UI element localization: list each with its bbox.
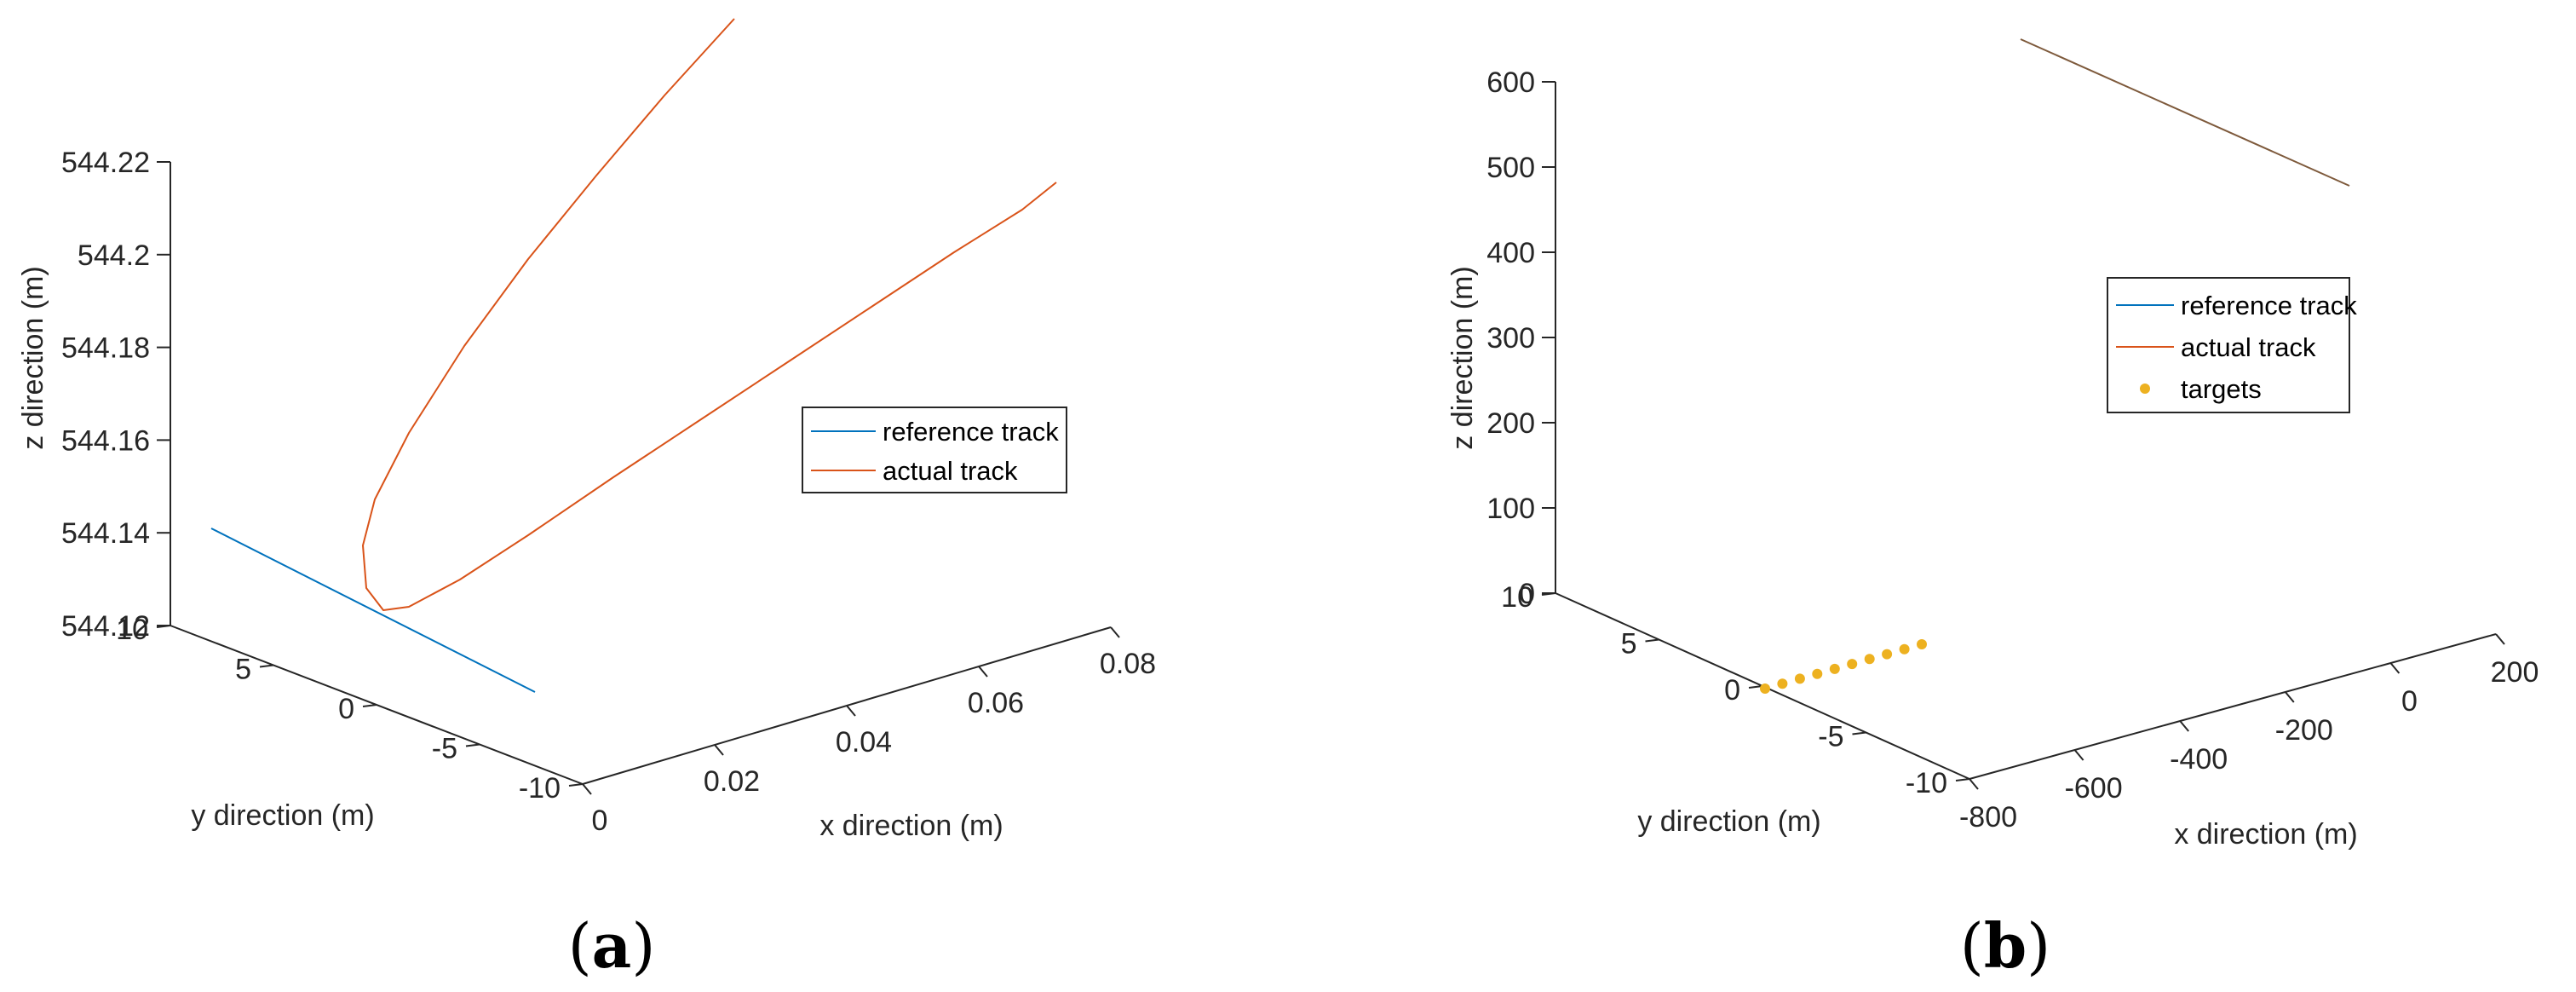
legend-label-actual: actual track — [883, 456, 1018, 486]
panel-a-xlabel: x direction (m) — [819, 810, 1003, 842]
target-point — [1847, 659, 1858, 670]
legend-label-reference-b: reference track — [2181, 291, 2357, 320]
reference-track-line — [210, 528, 536, 693]
a-z-tick-label: 544.16 — [61, 424, 150, 457]
b-x-tick — [2285, 691, 2295, 703]
target-point — [1917, 639, 1927, 649]
b-x-tick — [1969, 778, 1979, 790]
a-y-tick — [259, 664, 274, 668]
b-x-tick-label: -200 — [2275, 714, 2333, 747]
b-x-tick — [2389, 662, 2401, 674]
b-x-tick — [2179, 720, 2189, 732]
target-point — [1864, 654, 1875, 665]
b-x-tick-label: -800 — [1959, 801, 2017, 833]
b-x-tick — [2495, 633, 2505, 645]
b-z-tick-label: 0 — [1519, 578, 1535, 610]
a-z-tick-label: 544.22 — [61, 147, 150, 179]
a-x-tick — [714, 744, 724, 756]
a-x-tick — [1110, 626, 1120, 638]
a-x-tick — [978, 666, 988, 678]
a-z-tick-label: 544.2 — [78, 239, 150, 272]
b-z-tick-label: 300 — [1486, 322, 1535, 355]
target-point — [1829, 663, 1840, 674]
flight-track-line — [2020, 38, 2350, 187]
b-z-tick-label: 400 — [1486, 237, 1535, 269]
a-x-tick — [582, 783, 592, 795]
panel-a-caption-letter: a — [592, 909, 632, 982]
target-point — [1777, 678, 1788, 689]
b-x-axis-line — [1969, 633, 2497, 780]
panel-b-plot: -800 -600 -400 -200 0 200 10 5 0 -5 -10 0 100 200 300 4… — [1446, 38, 2539, 982]
panel-a-ticks: 0 0.02 0.04 0.06 0.08 10 5 0 -5 -10 544.12 544.14 54… — [61, 147, 1156, 837]
b-x-tick-label: 0 — [2401, 685, 2418, 718]
b-z-tick-label: 100 — [1486, 493, 1535, 525]
a-x-tick-label: 0.02 — [704, 765, 760, 798]
target-point — [1899, 643, 1910, 655]
target-point — [1812, 668, 1823, 679]
a-z-tick-label: 544.12 — [61, 610, 150, 643]
a-y-tick-label: 5 — [235, 654, 251, 686]
b-y-tick-label: 0 — [1724, 674, 1740, 707]
a-x-tick-label: 0.08 — [1100, 648, 1156, 680]
actual-track-line — [362, 18, 1057, 611]
a-y-tick-label: 0 — [338, 693, 354, 725]
legend-label-actual-b: actual track — [2181, 332, 2316, 362]
b-x-tick-label: -400 — [2170, 743, 2228, 776]
target-point — [1794, 673, 1805, 684]
legend-label-targets: targets — [2181, 374, 2262, 404]
a-z-tick-label: 544.18 — [61, 332, 150, 365]
panel-b-ylabel: y direction (m) — [1637, 805, 1820, 838]
panel-b-zlabel: z direction (m) — [1446, 266, 1479, 449]
target-point — [1760, 683, 1770, 694]
panel-a-zlabel: z direction (m) — [17, 266, 49, 449]
legend-label-reference: reference track — [883, 417, 1059, 447]
panel-a-ylabel: y direction (m) — [191, 799, 374, 832]
panel-b-legend: reference track actual track targets — [2107, 277, 2357, 413]
b-y-tick — [1748, 685, 1763, 689]
b-y-tick — [1852, 731, 1866, 735]
panel-a-legend: reference track actual track — [802, 407, 1067, 493]
panel-b-ticks: -800 -600 -400 -200 0 200 10 5 0 -5 -10 0 100 200 300 4… — [1486, 66, 2539, 833]
a-y-tick — [362, 704, 377, 707]
panel-a-series — [210, 18, 1057, 693]
panel-b-caption-letter: b — [1984, 909, 2027, 982]
b-z-tick-label: 500 — [1486, 152, 1535, 184]
b-y-tick — [1645, 638, 1659, 643]
a-x-tick-label: 0 — [592, 805, 608, 837]
panel-a-plot: 0 0.02 0.04 0.06 0.08 10 5 0 -5 -10 544.12 544.14 54… — [17, 18, 1156, 982]
panel-a-caption: (a) — [568, 909, 656, 982]
target-point — [1882, 649, 1893, 660]
b-x-tick-label: 200 — [2491, 656, 2539, 689]
legend-swatch-targets — [2140, 384, 2150, 394]
a-z-tick-label: 544.14 — [61, 517, 150, 550]
a-y-tick-label: -5 — [432, 733, 457, 765]
a-y-tick — [465, 743, 480, 747]
b-z-tick-label: 200 — [1486, 407, 1535, 440]
b-y-tick-label: 5 — [1621, 628, 1637, 660]
a-y-tick-label: 10 — [116, 614, 148, 646]
panel-b-caption: (b) — [1960, 909, 2051, 982]
panel-b-series — [1760, 38, 2350, 694]
a-x-tick-label: 0.06 — [968, 687, 1024, 719]
a-y-tick — [568, 783, 584, 787]
a-x-tick-label: 0.04 — [836, 726, 892, 758]
b-z-tick-label: 600 — [1486, 66, 1535, 99]
a-y-tick-label: -10 — [519, 772, 561, 805]
panel-b-xlabel: x direction (m) — [2174, 818, 2357, 851]
b-y-tick-label: -5 — [1818, 721, 1843, 753]
b-y-tick-label: 10 — [1501, 581, 1533, 614]
panel-b-axes — [1555, 82, 2497, 780]
b-y-tick — [1955, 778, 1970, 781]
b-x-tick — [2073, 749, 2084, 761]
b-x-tick-label: -600 — [2065, 772, 2123, 805]
a-x-tick — [846, 705, 856, 717]
b-y-tick-label: -10 — [1906, 767, 1947, 799]
